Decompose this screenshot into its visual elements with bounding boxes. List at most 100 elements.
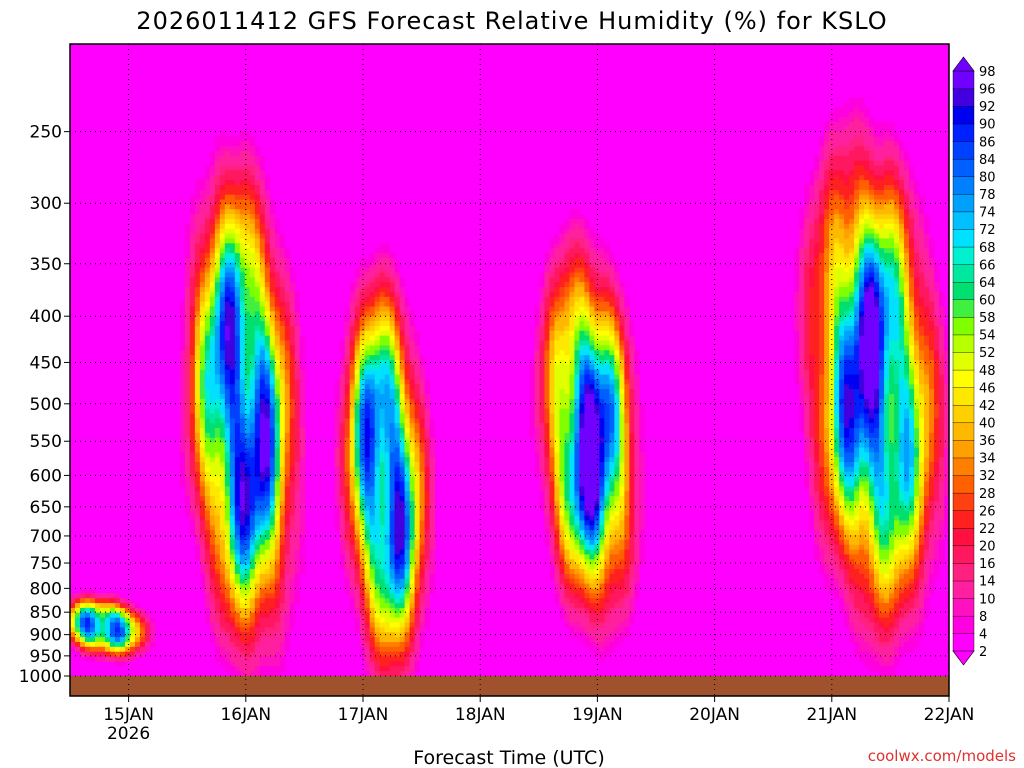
- colorbar-swatch: [952, 176, 975, 195]
- colorbar-swatch: [952, 211, 975, 230]
- x-tick-label: 16JAN: [220, 705, 271, 725]
- x-tick-label: 19JAN: [572, 705, 623, 725]
- x-tick-sublabel: 2026: [107, 724, 150, 744]
- colorbar-swatch: [952, 457, 975, 476]
- colorbar-swatch: [952, 158, 975, 177]
- colorbar-swatch: [952, 369, 975, 388]
- colorbar-swatch: [952, 88, 975, 107]
- y-tick-label: 550: [30, 432, 62, 452]
- colorbar-label: 22: [979, 522, 996, 537]
- colorbar-swatch: [952, 527, 975, 547]
- colorbar-legend: 2481014162022262832343640424648525458606…: [952, 56, 996, 666]
- colorbar-label: 48: [979, 364, 996, 379]
- colorbar-swatch: [952, 246, 975, 265]
- y-tick-label: 850: [30, 603, 62, 623]
- colorbar-label: 96: [979, 83, 996, 98]
- colorbar-label: 16: [979, 557, 996, 572]
- colorbar-swatch: [952, 264, 975, 283]
- colorbar-swatch: [952, 475, 975, 494]
- colorbar-swatch: [952, 633, 975, 652]
- colorbar-swatch: [952, 422, 975, 441]
- colorbar-label: 98: [979, 65, 996, 80]
- y-tick-label: 450: [30, 353, 62, 373]
- colorbar-swatch: [952, 580, 975, 599]
- credit-text[interactable]: coolwx.com/models: [868, 747, 1016, 765]
- x-axis-label: Forecast Time (UTC): [413, 747, 604, 768]
- x-tick-label: 21JAN: [806, 705, 857, 725]
- y-tick-label: 800: [30, 579, 62, 599]
- colorbar-label: 8: [979, 610, 987, 625]
- colorbar-swatch: [952, 615, 975, 634]
- colorbar-label: 90: [979, 118, 996, 133]
- colorbar-label: 52: [979, 346, 996, 361]
- colorbar-swatch: [952, 281, 975, 300]
- colorbar-swatch: [952, 141, 975, 160]
- colorbar-label: 10: [979, 592, 996, 607]
- y-tick-label: 400: [30, 307, 62, 327]
- colorbar-label: 64: [979, 276, 996, 291]
- colorbar-swatch: [952, 228, 975, 248]
- colorbar-label: 36: [979, 434, 996, 449]
- colorbar-label: 4: [979, 627, 987, 642]
- colorbar-arrow-bottom: [952, 650, 975, 666]
- x-tick-label: 17JAN: [338, 705, 389, 725]
- colorbar-label: 34: [979, 452, 996, 467]
- colorbar-swatch: [952, 123, 975, 142]
- colorbar-label: 28: [979, 487, 996, 502]
- colorbar-swatch: [952, 404, 975, 424]
- y-axis: 250 300 350 400 450 500 550 600 650 700 750 800 850 9…: [19, 123, 70, 687]
- colorbar-label: 40: [979, 417, 996, 432]
- colorbar-label: 92: [979, 100, 996, 115]
- colorbar-arrow-top: [952, 56, 975, 72]
- colorbar-swatch: [952, 316, 975, 336]
- chart-title: 2026011412 GFS Forecast Relative Humidit…: [136, 7, 887, 35]
- y-tick-label: 1000: [19, 667, 62, 687]
- colorbar-label: 32: [979, 469, 996, 484]
- plot-frame: [69, 43, 950, 697]
- x-tick-label: 20JAN: [689, 705, 740, 725]
- colorbar-label: 26: [979, 504, 996, 519]
- colorbar-swatch: [952, 545, 975, 564]
- y-tick-label: 900: [30, 626, 62, 646]
- colorbar-label: 54: [979, 329, 996, 344]
- colorbar-label: 42: [979, 399, 996, 414]
- colorbar-label: 72: [979, 223, 996, 238]
- colorbar-swatch: [952, 193, 975, 213]
- y-tick-label: 950: [30, 647, 62, 667]
- colorbar-swatch: [952, 510, 975, 529]
- colorbar-label: 14: [979, 575, 996, 590]
- y-tick-label: 300: [30, 194, 62, 214]
- rh-field: [70, 44, 949, 696]
- colorbar-label: 86: [979, 135, 996, 150]
- colorbar-swatch: [952, 352, 975, 371]
- colorbar-label: 60: [979, 293, 996, 308]
- y-tick-label: 650: [30, 498, 62, 518]
- x-tick-label: 15JAN: [103, 705, 154, 725]
- colorbar-label: 80: [979, 170, 996, 185]
- colorbar-label: 2: [979, 645, 987, 660]
- colorbar-label: 58: [979, 311, 996, 326]
- colorbar-swatch: [952, 334, 975, 353]
- colorbar-label: 68: [979, 241, 996, 256]
- colorbar-label: 78: [979, 188, 996, 203]
- y-tick-label: 750: [30, 554, 62, 574]
- y-tick-label: 250: [30, 123, 62, 143]
- y-tick-label: 500: [30, 395, 62, 415]
- colorbar-swatch: [952, 598, 975, 617]
- colorbar-label: 84: [979, 153, 996, 168]
- colorbar-label: 66: [979, 258, 996, 273]
- colorbar-label: 46: [979, 381, 996, 396]
- ground-strip: [70, 676, 949, 696]
- colorbar-swatch: [952, 562, 975, 582]
- x-tick-label: 22JAN: [924, 705, 975, 725]
- colorbar-swatch: [952, 492, 975, 511]
- colorbar-swatch: [952, 70, 975, 90]
- y-tick-label: 350: [30, 255, 62, 275]
- colorbar-swatch: [952, 387, 975, 406]
- colorbar-label: 74: [979, 206, 996, 221]
- colorbar-swatch: [952, 299, 975, 318]
- colorbar-swatch: [952, 439, 975, 459]
- y-tick-label: 600: [30, 466, 62, 486]
